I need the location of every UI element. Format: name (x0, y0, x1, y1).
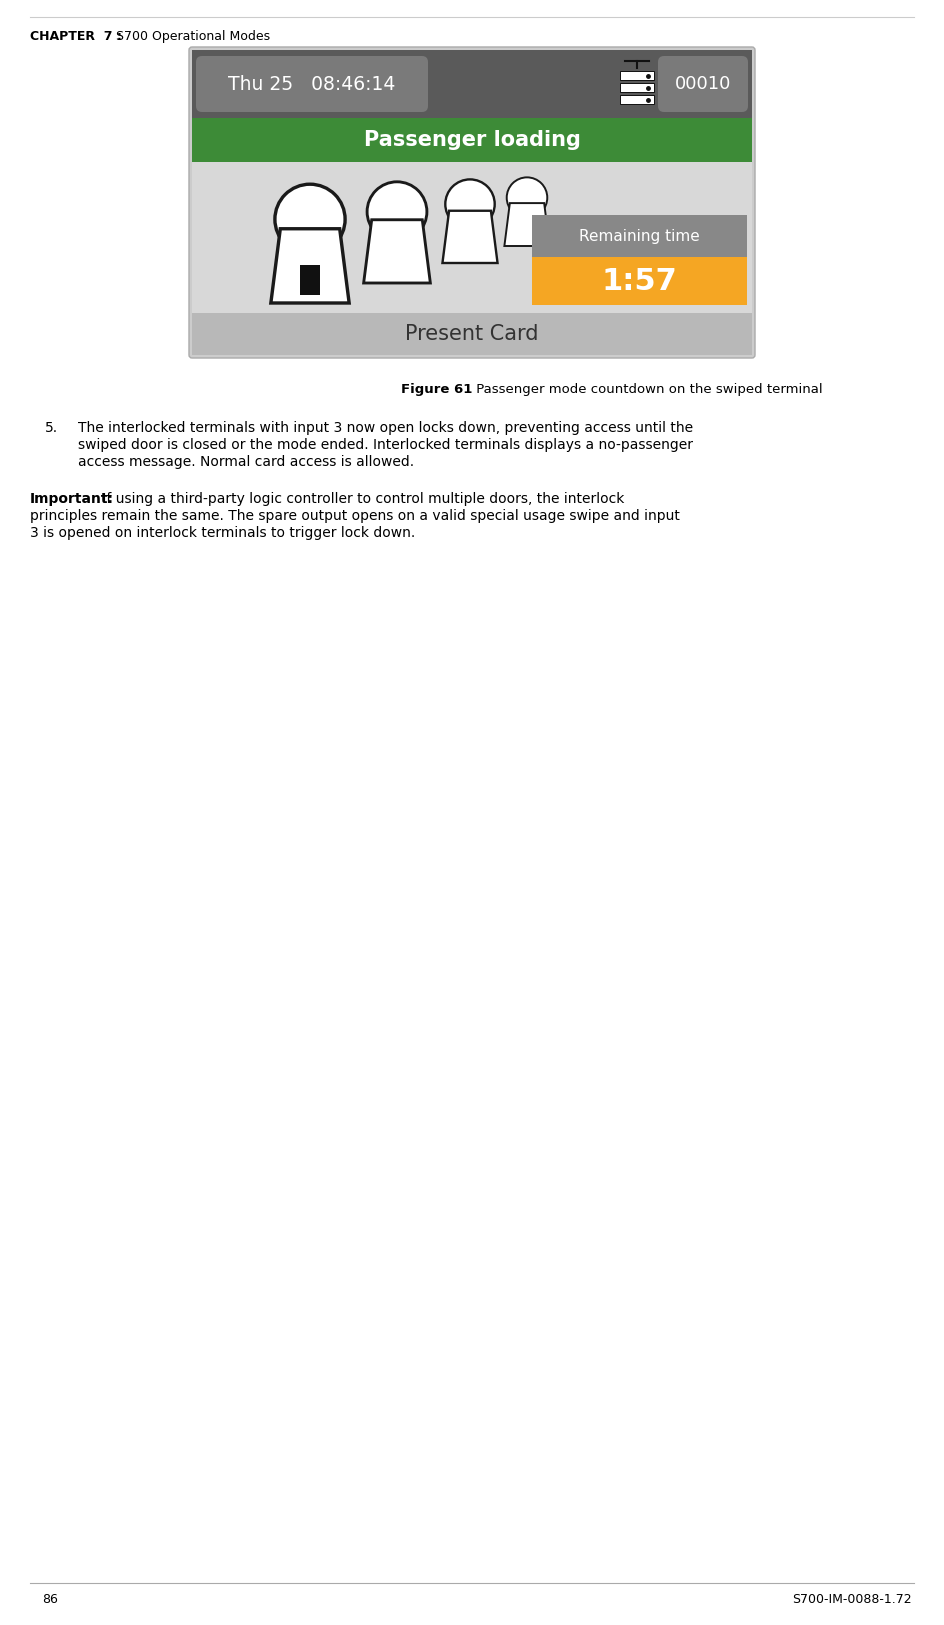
Text: Present Card: Present Card (405, 323, 539, 344)
Circle shape (446, 179, 495, 229)
Text: S700-IM-0088-1.72: S700-IM-0088-1.72 (792, 1592, 912, 1606)
Bar (620, 72, 654, 80)
Bar (620, 94, 654, 104)
Text: 86: 86 (42, 1592, 58, 1606)
Text: Passenger loading: Passenger loading (363, 130, 581, 150)
Circle shape (275, 184, 346, 255)
Circle shape (507, 177, 548, 218)
Circle shape (367, 182, 427, 242)
Text: 1:57: 1:57 (601, 266, 678, 296)
Text: Remaining time: Remaining time (579, 229, 700, 244)
Text: Passenger mode countdown on the swiped terminal: Passenger mode countdown on the swiped t… (472, 384, 822, 396)
Bar (300, 265, 320, 296)
Bar (532, 257, 747, 306)
Polygon shape (363, 219, 430, 283)
Text: Figure 61: Figure 61 (400, 384, 472, 396)
Bar (192, 314, 752, 354)
Bar (532, 214, 747, 257)
Text: S700 Operational Modes: S700 Operational Modes (112, 29, 270, 42)
Bar (192, 162, 752, 354)
Text: 5.: 5. (45, 421, 59, 436)
Polygon shape (504, 203, 549, 245)
Bar (192, 119, 752, 162)
Polygon shape (443, 211, 497, 263)
Bar (620, 83, 654, 93)
Text: The interlocked terminals with input 3 now open locks down, preventing access un: The interlocked terminals with input 3 n… (78, 421, 693, 436)
Text: access message. Normal card access is allowed.: access message. Normal card access is al… (78, 455, 414, 470)
Bar (192, 50, 752, 119)
FancyBboxPatch shape (189, 47, 755, 358)
Text: swiped door is closed or the mode ended. Interlocked terminals displays a no-pas: swiped door is closed or the mode ended.… (78, 439, 693, 452)
Text: CHAPTER  7 :: CHAPTER 7 : (30, 29, 122, 42)
Text: 3 is opened on interlock terminals to trigger lock down.: 3 is opened on interlock terminals to tr… (30, 526, 415, 540)
Text: 00010: 00010 (675, 75, 732, 93)
FancyBboxPatch shape (658, 55, 748, 112)
Text: Thu 25   08:46:14: Thu 25 08:46:14 (228, 75, 396, 94)
Text: If using a third-party logic controller to control multiple doors, the interlock: If using a third-party logic controller … (98, 492, 624, 505)
Polygon shape (271, 229, 349, 302)
Text: principles remain the same. The spare output opens on a valid special usage swip: principles remain the same. The spare ou… (30, 509, 680, 523)
Text: Important:: Important: (30, 492, 114, 505)
FancyBboxPatch shape (196, 55, 428, 112)
